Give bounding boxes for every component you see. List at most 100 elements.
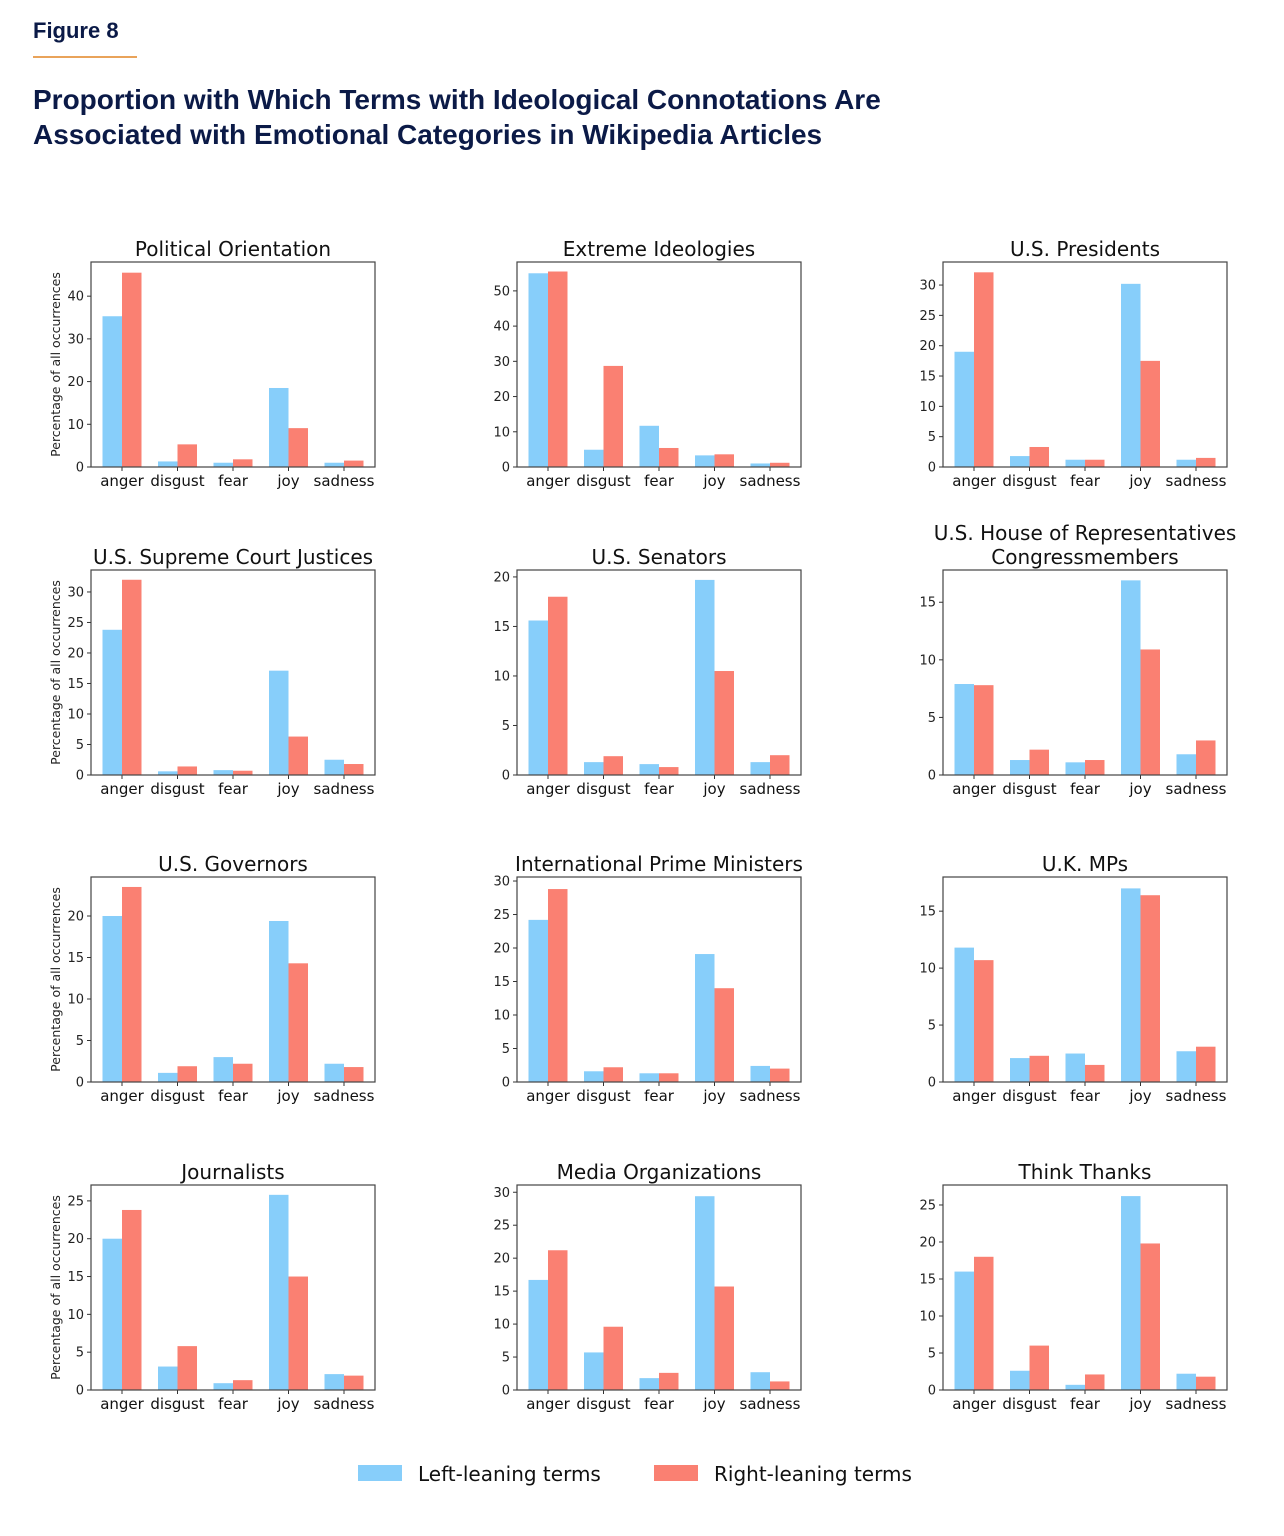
bar-right-anger [548, 596, 568, 775]
bar-left-anger [528, 273, 548, 467]
y-tick-label: 20 [67, 910, 84, 925]
x-tick-label: joy [276, 1395, 299, 1413]
bar-right-anger [548, 271, 568, 467]
panel-title: Media Organizations [557, 1160, 762, 1184]
bar-left-joy [695, 954, 715, 1082]
bar-right-disgust [177, 1346, 197, 1390]
bar-left-joy [269, 670, 289, 775]
bar-left-fear [1065, 1053, 1085, 1082]
y-tick-label: 10 [67, 1308, 84, 1323]
y-tick-label: 10 [493, 669, 510, 684]
bar-left-disgust [584, 1352, 604, 1390]
bar-right-joy [288, 736, 308, 775]
figure-label: Figure 8 [33, 18, 119, 43]
y-tick-label: 10 [919, 962, 936, 977]
y-tick-label: 0 [502, 1076, 510, 1091]
bar-left-fear [639, 1073, 659, 1082]
bar-left-sadness [750, 1372, 770, 1390]
panel-title: Congressmembers [991, 545, 1178, 569]
y-tick-label: 0 [76, 769, 84, 784]
bar-right-sadness [1196, 740, 1216, 775]
bar-right-joy [1140, 895, 1160, 1082]
bar-left-fear [639, 764, 659, 775]
bar-right-disgust [603, 1067, 623, 1082]
bar-right-fear [1085, 459, 1105, 467]
y-tick-label: 15 [919, 596, 936, 611]
y-tick-label: 15 [919, 1272, 936, 1287]
x-tick-label: sadness [314, 1395, 375, 1413]
axes-frame [942, 1184, 1228, 1391]
x-tick-label: disgust [150, 1395, 204, 1413]
bar-right-fear [233, 1380, 253, 1390]
bar-left-joy [269, 1194, 289, 1390]
bar-left-disgust [1010, 1370, 1030, 1390]
bar-left-anger [102, 1238, 122, 1390]
bar-right-anger [974, 1256, 994, 1390]
bar-left-disgust [1010, 456, 1030, 467]
bar-right-disgust [1029, 1345, 1049, 1390]
x-tick-label: fear [1070, 472, 1101, 490]
bar-right-disgust [603, 365, 623, 467]
x-tick-label: disgust [1002, 472, 1056, 490]
y-axis-label: Percentage of all occurrences [48, 272, 63, 457]
x-tick-label: disgust [1002, 780, 1056, 798]
x-tick-label: anger [100, 1087, 144, 1105]
bar-left-joy [695, 579, 715, 775]
bar-left-disgust [584, 449, 604, 467]
axes-frame [516, 261, 802, 468]
axes-frame [942, 876, 1228, 1083]
panel-title: Journalists [179, 1160, 284, 1184]
y-tick-label: 20 [919, 1235, 936, 1250]
bar-left-sadness [324, 1374, 344, 1390]
axes-frame [516, 1184, 802, 1391]
bar-right-disgust [603, 756, 623, 775]
bar-right-sadness [770, 462, 790, 467]
y-tick-label: 20 [493, 942, 510, 957]
bar-left-disgust [584, 762, 604, 775]
figure-title: Proportion with Which Terms with Ideolog… [33, 82, 881, 152]
x-tick-label: sadness [314, 1087, 375, 1105]
x-tick-label: disgust [1002, 1395, 1056, 1413]
legend-label-right: Right-leaning terms [714, 1462, 912, 1486]
bar-right-anger [122, 272, 142, 467]
y-tick-label: 25 [67, 616, 84, 631]
axes-frame [516, 569, 802, 776]
x-tick-label: anger [952, 1395, 996, 1413]
bar-left-sadness [1176, 754, 1196, 775]
panel-title: Think Thanks [1018, 1160, 1152, 1184]
bar-right-anger [122, 579, 142, 775]
bar-left-fear [639, 1378, 659, 1390]
y-tick-label: 5 [502, 1351, 510, 1366]
y-tick-label: 5 [928, 430, 936, 445]
y-axis-label: Percentage of all occurrences [48, 1195, 63, 1380]
bar-right-fear [233, 1063, 253, 1082]
x-tick-label: disgust [150, 1087, 204, 1105]
bar-right-fear [1085, 1064, 1105, 1082]
y-tick-label: 10 [67, 707, 84, 722]
x-tick-label: sadness [1166, 1395, 1227, 1413]
panel-title: U.S. House of Representatives [934, 521, 1237, 545]
bar-left-fear [213, 1057, 233, 1082]
panel-title: U.S. Governors [158, 852, 308, 876]
bar-right-sadness [344, 1375, 364, 1390]
x-tick-label: sadness [1166, 1087, 1227, 1105]
x-tick-label: joy [702, 780, 725, 798]
bar-right-sadness [1196, 1046, 1216, 1082]
bar-left-anger [528, 919, 548, 1082]
x-tick-label: disgust [1002, 1087, 1056, 1105]
legend-swatch-right [654, 1465, 698, 1481]
x-tick-label: joy [276, 1087, 299, 1105]
y-tick-label: 5 [76, 1346, 84, 1361]
y-tick-label: 30 [493, 1186, 510, 1201]
axes-frame [90, 876, 376, 1083]
bar-left-anger [954, 351, 974, 467]
y-tick-label: 0 [928, 461, 936, 476]
bar-left-anger [102, 916, 122, 1082]
bar-left-fear [213, 1383, 233, 1390]
x-tick-label: fear [644, 472, 675, 490]
bar-right-fear [1085, 760, 1105, 775]
x-tick-label: sadness [740, 1395, 801, 1413]
bar-left-disgust [158, 771, 178, 775]
x-tick-label: sadness [740, 1087, 801, 1105]
x-tick-label: anger [952, 472, 996, 490]
